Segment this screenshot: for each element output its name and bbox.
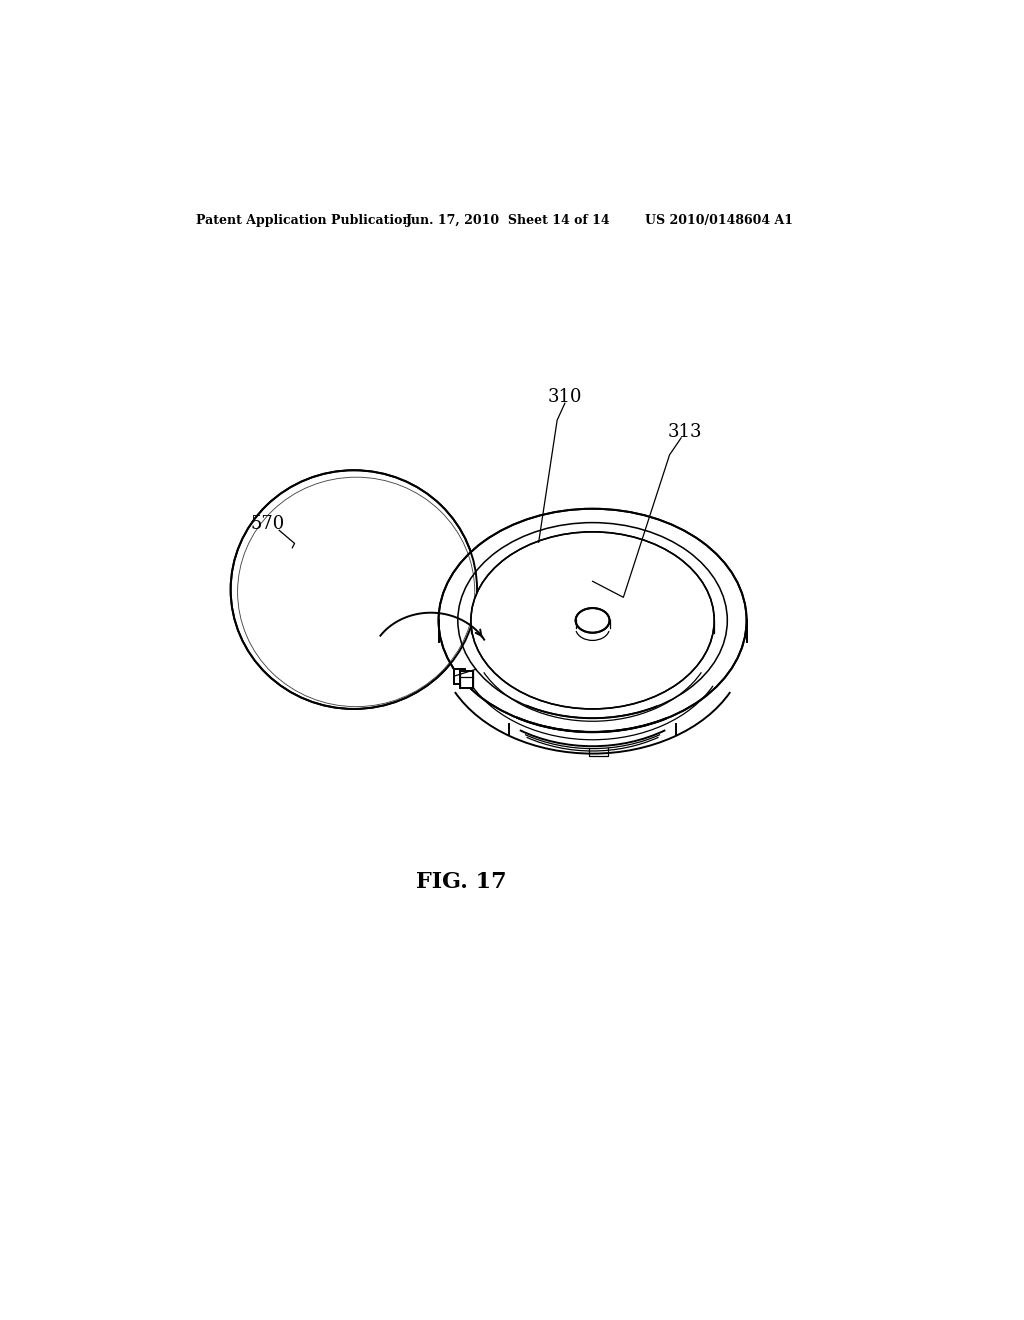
Ellipse shape [230,470,477,709]
Text: US 2010/0148604 A1: US 2010/0148604 A1 [645,214,793,227]
Bar [454,668,465,684]
Text: Patent Application Publication: Patent Application Publication [196,214,412,227]
Text: FIG. 17: FIG. 17 [417,871,507,894]
Text: 310: 310 [548,388,582,407]
Ellipse shape [575,609,609,632]
Text: Jun. 17, 2010  Sheet 14 of 14: Jun. 17, 2010 Sheet 14 of 14 [407,214,611,227]
Text: 570: 570 [251,515,285,533]
Text: 313: 313 [668,422,702,441]
Bar [460,672,472,688]
Ellipse shape [438,508,746,733]
Ellipse shape [471,532,714,709]
